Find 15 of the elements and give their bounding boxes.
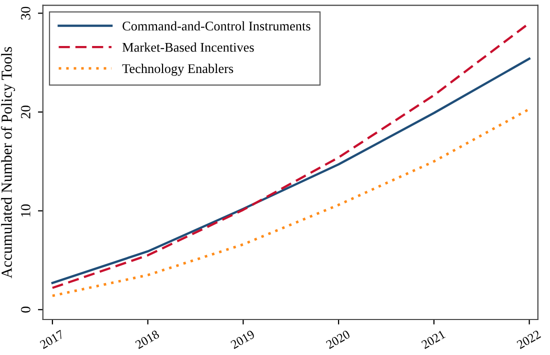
x-tick-label: 2021: [420, 330, 446, 350]
x-tick-label: 2018: [134, 330, 160, 350]
x-tick-label: 2019: [230, 330, 256, 350]
x-tick-label: 2017: [39, 330, 65, 350]
y-axis-title: Accumulated Number of Policy Tools: [0, 46, 16, 278]
legend-label: Market-Based Incentives: [122, 42, 254, 52]
line-series: [51, 108, 531, 298]
legend-label: Technology Enablers: [122, 64, 234, 76]
y-tick-label: 20: [20, 106, 30, 118]
legend-label: Command-and-Control Instruments: [122, 21, 310, 31]
x-tick-label: 2022: [516, 330, 542, 350]
y-tick-label: 0: [20, 306, 30, 313]
x-tick-label: 2020: [326, 330, 351, 350]
y-tick-label: 10: [20, 204, 30, 217]
y-tick-label: 30: [20, 6, 30, 20]
